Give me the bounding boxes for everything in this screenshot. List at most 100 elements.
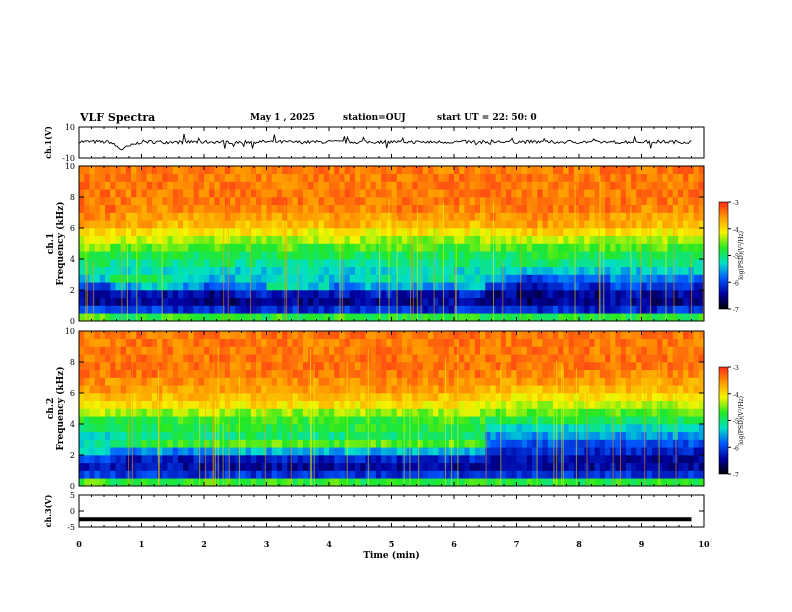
spectrogram-cell [318, 305, 325, 314]
spectrogram-cell [683, 416, 689, 425]
spectrogram-cell [657, 369, 663, 378]
spectrogram-cell [584, 243, 590, 252]
spectrogram-cell [209, 243, 215, 252]
spectrogram-cell [552, 204, 559, 213]
spectrogram-cell [454, 424, 460, 433]
spectrogram-cell [646, 166, 653, 175]
spectrogram-cell [631, 181, 637, 190]
spectrogram-cell [500, 331, 507, 340]
spectrogram-cell [115, 243, 121, 252]
spectrogram-cell [386, 377, 392, 386]
spectrogram-cell [438, 313, 444, 322]
spectrogram-cell [454, 393, 460, 402]
spectrogram-cell [250, 431, 257, 440]
spectrogram-cell [667, 173, 674, 182]
spectrogram-cell [177, 305, 184, 314]
spectrogram-cell [636, 251, 642, 260]
spectrogram-cell [698, 204, 705, 213]
spectrogram-cell [329, 400, 335, 409]
spectrogram-cell [370, 290, 377, 299]
spectrogram-cell [261, 478, 267, 487]
spectrogram-cell [427, 220, 434, 229]
spectrogram-cell [542, 212, 549, 221]
spectrogram-cell [193, 354, 200, 363]
spectrogram-cell [641, 228, 648, 237]
spectrogram-cell [417, 235, 424, 244]
spectrogram-cell [401, 282, 408, 291]
spectrogram-cell [511, 181, 517, 190]
spectrogram-cell [79, 235, 85, 244]
spectrogram-cell [375, 416, 382, 425]
spectrogram-cell [79, 354, 85, 363]
spectrogram-cell [209, 393, 215, 402]
spectrogram-cell [115, 235, 121, 244]
spectrogram-cell [495, 243, 502, 252]
spectrogram-cell [349, 166, 356, 175]
spectrogram-cell [631, 478, 637, 487]
spectrogram-cell [167, 338, 174, 347]
spectrogram-cell [261, 439, 267, 448]
spectrogram-cell [511, 400, 517, 409]
spectrogram-cell [464, 346, 470, 355]
spectrogram-cell [94, 204, 101, 213]
spectrogram-cell [610, 305, 616, 314]
spectrogram-cell [297, 305, 304, 314]
spectrogram-cell [334, 297, 340, 306]
spectrogram-cell [256, 290, 262, 299]
spectrogram-cell [266, 331, 273, 340]
spectrogram-cell [313, 228, 319, 237]
spectrogram-cell [183, 385, 189, 394]
spectrogram-cell [485, 470, 491, 479]
spectrogram-cell [516, 173, 523, 182]
spectrogram-cell [688, 385, 694, 394]
spectrogram-cell [79, 400, 85, 409]
spectrogram-cell [375, 408, 382, 417]
spectrogram-cell [469, 462, 476, 471]
spectrogram-cell [375, 305, 382, 314]
spectrogram-cell [224, 393, 231, 402]
spectrogram-cell [511, 455, 517, 464]
spectrogram-cell [459, 189, 465, 198]
spectrogram-cell [381, 331, 387, 340]
spectrogram-cell [339, 385, 345, 394]
spectrogram-cell [391, 362, 398, 371]
spectrogram-cell [506, 181, 512, 190]
spectrogram-cell [177, 346, 184, 355]
spectrogram-cell [256, 478, 262, 487]
spectrogram-cell [360, 362, 366, 371]
spectrogram-cell [193, 235, 200, 244]
spectrogram-cell [167, 197, 174, 206]
spectrogram-cell [474, 266, 481, 275]
spectrogram-cell [230, 346, 236, 355]
spectrogram-cell [427, 462, 434, 471]
spectrogram-cell [516, 251, 523, 260]
spectrogram-cell [297, 377, 304, 386]
spectrogram-cell [485, 251, 491, 260]
spectrogram-cell [433, 189, 439, 198]
spectrogram-cell [433, 282, 439, 291]
spectrogram-cell [683, 282, 689, 291]
spectrogram-cell [287, 369, 293, 378]
spectrogram-cell [396, 416, 403, 425]
spectrogram-cell [198, 274, 205, 283]
spectrogram-cell [547, 173, 554, 182]
spectrogram-cell [125, 346, 132, 355]
spectrogram-cell [662, 424, 668, 433]
spectrogram-cell [552, 259, 559, 268]
spectrogram-cell [589, 338, 595, 347]
spectrogram-cell [235, 181, 241, 190]
spectrogram-cell [667, 439, 674, 448]
spectrogram-cell [250, 393, 257, 402]
spectrogram-cell [167, 189, 174, 198]
spectrogram-cell [599, 470, 606, 479]
spectrogram-cell [526, 282, 533, 291]
spectrogram-cell [693, 447, 700, 456]
spectrogram-cell [417, 243, 424, 252]
spectrogram-cell [422, 447, 429, 456]
spectrogram-cell [454, 243, 460, 252]
spectrogram-cell [99, 331, 106, 340]
spectrogram-cell [266, 393, 273, 402]
spectrogram-cell [584, 197, 590, 206]
spectrogram-cell [532, 290, 538, 299]
spectrogram-cell [672, 393, 679, 402]
